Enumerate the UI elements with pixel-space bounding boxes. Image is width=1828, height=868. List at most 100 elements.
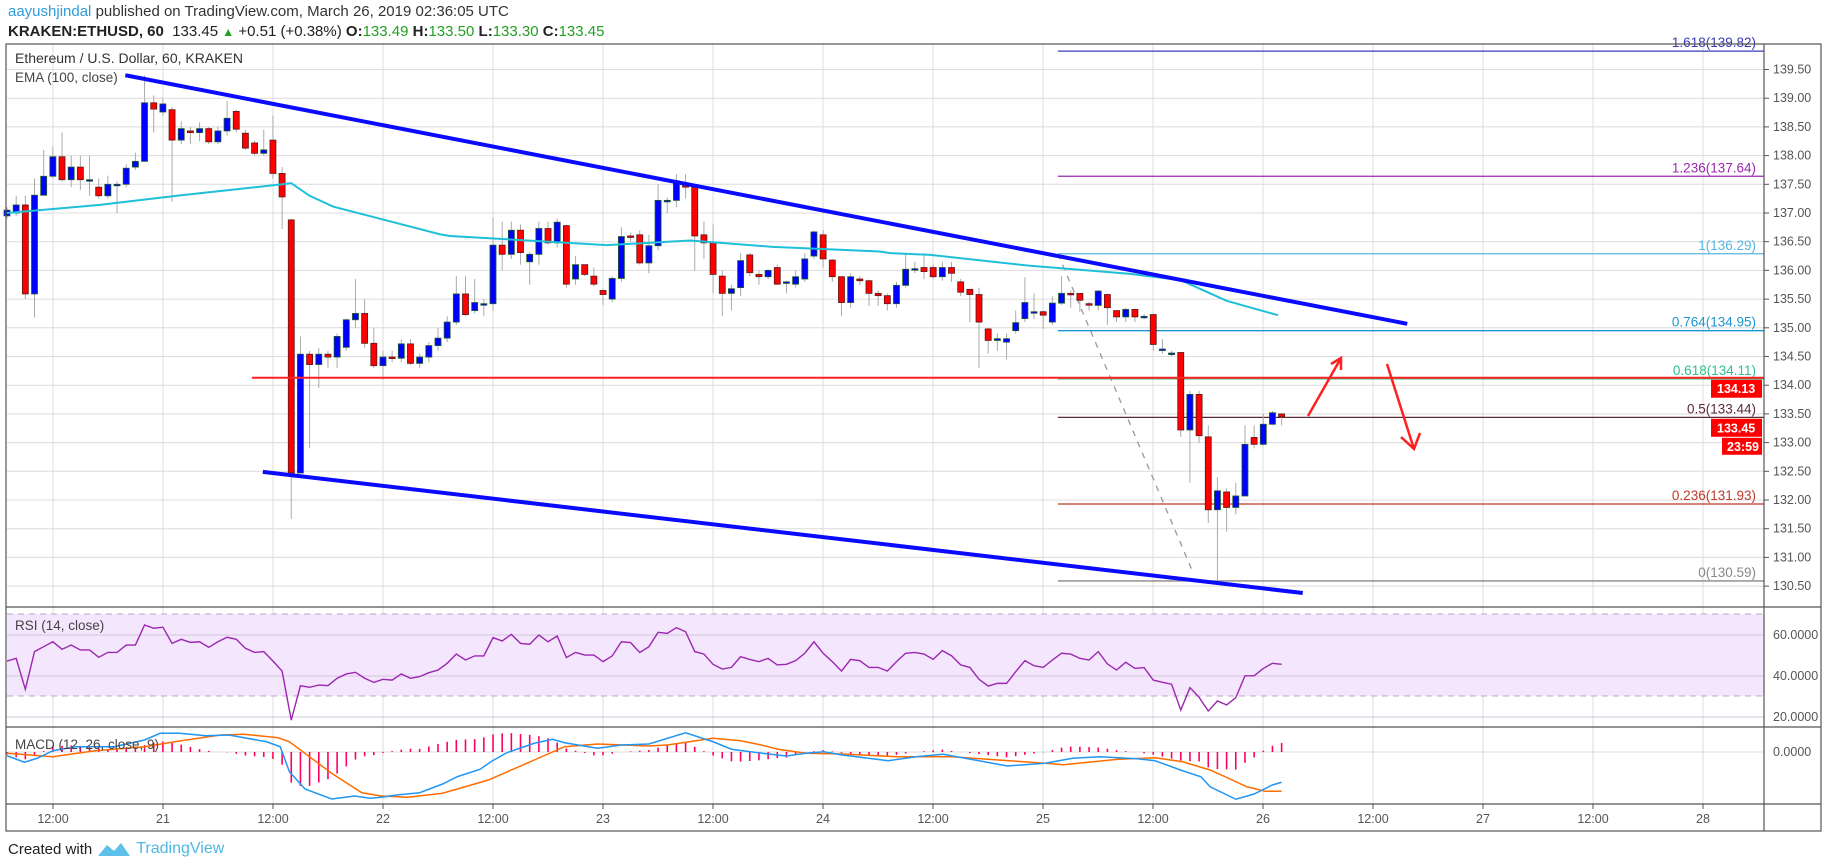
candle-up [315, 353, 323, 365]
fib-level-label: 1(136.29) [1698, 238, 1756, 253]
candle-up [67, 166, 75, 181]
time-tick-label: 27 [1476, 812, 1490, 826]
candle-up [728, 288, 735, 294]
candle-down [1195, 393, 1203, 437]
time-tick-label: 12:00 [1357, 812, 1388, 826]
tradingview-logo-icon [98, 843, 131, 856]
candle-down [691, 186, 699, 237]
candle-up [214, 130, 222, 143]
candle-down [920, 267, 928, 272]
fibonacci-retracement[interactable]: 1.618(139.82) 1.236(137.64) 1(136.29) 0.764… [1057, 35, 1764, 582]
candle-down [287, 219, 295, 474]
candle-down [718, 275, 726, 294]
candle-down [746, 254, 754, 274]
candle-up [122, 167, 130, 185]
drawings[interactable] [124, 73, 1764, 595]
candle-up [617, 236, 625, 279]
price-tick-label: 139.00 [1773, 91, 1811, 105]
last-price-tag [1711, 418, 1762, 437]
candle-down [590, 275, 598, 285]
price-tick-label: 132.00 [1773, 493, 1811, 507]
candle-down [948, 267, 955, 274]
publish-info: aayushjindal published on TradingView.co… [8, 3, 509, 20]
price-tick-label: 131.00 [1773, 550, 1811, 564]
upper-trendline[interactable] [124, 73, 1408, 326]
fib-level-label: 0.764(134.95) [1672, 315, 1756, 330]
author-link[interactable]: aayushjindal [8, 3, 92, 20]
fib-level-label: 0.5(133.44) [1687, 401, 1756, 416]
candle-down [269, 139, 277, 174]
price-tick-label: 137.50 [1773, 177, 1811, 191]
macd-line [6, 731, 1282, 801]
candle-up [810, 231, 818, 257]
candle-down [1085, 303, 1093, 306]
rsi-line [6, 624, 1282, 721]
borders [5, 43, 1822, 832]
candle-down [76, 166, 84, 181]
candle-up [352, 313, 359, 321]
rsi-legend: RSI (14, close) [15, 618, 104, 633]
candle-down [984, 328, 992, 341]
fib-level-label: 0(130.59) [1698, 565, 1756, 580]
candle-down [1131, 309, 1139, 318]
candle-up [1241, 443, 1249, 497]
candle-down [562, 225, 570, 285]
price-tick-label: 136.50 [1773, 235, 1811, 249]
candle-up [1140, 315, 1148, 319]
candle-up [1159, 348, 1166, 351]
fib-level-label: 1.618(139.82) [1672, 35, 1756, 50]
rsi-tick-label: 40.0000 [1773, 669, 1818, 683]
candle-up [379, 356, 387, 367]
tradingview-link[interactable]: TradingView [136, 840, 225, 857]
candle-up [1021, 302, 1029, 320]
candle-up [471, 302, 479, 311]
lower-trendline[interactable] [262, 469, 1303, 595]
price-tick-label: 136.00 [1773, 263, 1811, 277]
candle-up [1269, 412, 1276, 425]
candle-up [342, 319, 350, 348]
publish-text: published on TradingView.com, March 26, … [91, 3, 509, 20]
candle-up [847, 276, 855, 303]
resistance-price-label: 134.13 [1717, 382, 1755, 396]
fib-level-label: 0.618(134.11) [1673, 363, 1756, 378]
candle-down [324, 353, 332, 358]
candle-down [498, 244, 506, 255]
candle-up [764, 269, 772, 278]
candle-up [452, 293, 460, 323]
candle-down [975, 294, 983, 323]
axes: 130.50 131.00 131.50 132.00 132.50 133.00 133.… [37, 63, 1818, 827]
time-tick-label: 12:00 [37, 812, 68, 826]
close-label: C: [542, 23, 559, 40]
candle-up [113, 183, 121, 187]
candle-down [929, 267, 937, 278]
candle-down [856, 278, 864, 282]
candle-up [416, 356, 424, 364]
candle-up [801, 258, 809, 280]
candle-down [251, 142, 258, 154]
candle-down [957, 281, 965, 293]
candle-down [709, 242, 717, 275]
candle-down [186, 130, 194, 134]
time-tick-label: 26 [1256, 812, 1270, 826]
time-tick-label: 12:00 [477, 812, 508, 826]
symbol: KRAKEN:ETHUSD, 60 [8, 23, 164, 40]
candle-up [893, 284, 900, 305]
candle-down [1278, 413, 1286, 418]
candle-up [792, 276, 800, 285]
candle-up [104, 183, 112, 197]
up-arrow-icon [1306, 355, 1343, 417]
rsi-pane [6, 624, 1282, 721]
candle-up [397, 343, 405, 359]
candle-up [608, 278, 616, 300]
candle-down [462, 293, 469, 315]
candle-up [783, 281, 790, 284]
time-tick-label: 25 [1036, 812, 1050, 826]
footer: Created with TradingView [8, 840, 224, 858]
candle-down [838, 276, 845, 303]
candle-up [1168, 352, 1175, 355]
candle-up [1048, 302, 1056, 323]
candle-up [526, 253, 534, 263]
price-tick-label: 139.50 [1773, 63, 1811, 77]
high-label: H: [412, 23, 429, 40]
